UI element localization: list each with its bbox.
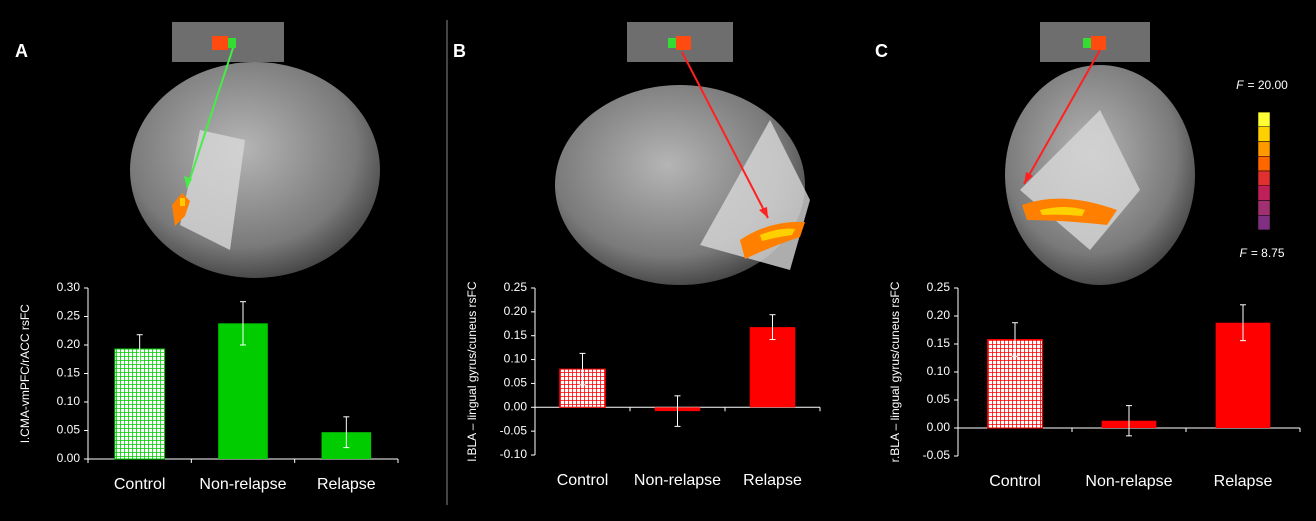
- panel-label: B: [453, 41, 466, 61]
- x-tick-label: Non-relapse: [1085, 473, 1172, 490]
- y-tick-label: 0.30: [57, 280, 81, 294]
- y-axis-label: l.BLA – lingual gyrus/cuneus rsFC: [465, 281, 479, 461]
- y-tick-label: 0.05: [504, 376, 528, 390]
- y-tick-label: 0.15: [57, 366, 81, 380]
- x-tick-label: Non-relapse: [634, 472, 721, 489]
- colorbar-segment: [1258, 112, 1270, 127]
- colorbar-segment: [1258, 201, 1270, 216]
- colorbar-segment: [1258, 142, 1270, 157]
- y-tick-label: 0.25: [57, 309, 81, 323]
- x-tick-label: Relapse: [743, 472, 802, 489]
- y-tick-label: 0.20: [927, 308, 951, 322]
- x-tick-label: Control: [989, 473, 1041, 490]
- figure: Al.CMA-vmPFC/rACC rsFC 0.00 0.05 0.10 0.15 0.…: [0, 0, 1316, 521]
- page: Al.CMA-vmPFC/rACC rsFC 0.00 0.05 0.10 0.15 0.…: [0, 0, 1316, 521]
- y-tick-label: 0.10: [504, 352, 528, 366]
- y-axis-label: r.BLA – lingual gyrus/cuneus rsFC: [888, 281, 902, 462]
- y-tick-label: -0.05: [923, 448, 951, 462]
- colorbar-variable: F: [1239, 246, 1247, 260]
- y-tick-label: 0.15: [504, 328, 528, 342]
- x-tick-label: Non-relapse: [199, 476, 286, 493]
- y-tick-label: -0.10: [500, 447, 528, 461]
- colorbar-segment: [1258, 186, 1270, 201]
- y-tick-label: 0.25: [927, 280, 951, 294]
- y-axis-label: l.CMA-vmPFC/rACC rsFC: [18, 304, 32, 443]
- y-tick-label: 0.00: [57, 451, 81, 465]
- colorbar-min-label: F = 8.75: [1239, 246, 1284, 260]
- x-tick-label: Relapse: [317, 476, 376, 493]
- y-tick-label: 0.00: [927, 420, 951, 434]
- colorbar-segment: [1258, 215, 1270, 230]
- y-tick-label: 0.25: [504, 280, 528, 294]
- y-tick-label: 0.05: [57, 423, 81, 437]
- colorbar-max: = 20.00: [1247, 78, 1288, 92]
- y-tick-label: 0.05: [927, 392, 951, 406]
- colorbar-segment: [1258, 127, 1270, 142]
- colorbar-segment: [1258, 171, 1270, 186]
- panel-label: A: [15, 41, 28, 61]
- y-tick-label: 0.15: [927, 336, 951, 350]
- y-tick-label: -0.05: [500, 423, 528, 437]
- bar: [115, 349, 165, 459]
- y-tick-label: 0.20: [504, 304, 528, 318]
- x-tick-label: Relapse: [1214, 473, 1273, 490]
- y-tick-label: 0.20: [57, 337, 81, 351]
- colorbar-segment: [1258, 156, 1270, 171]
- y-tick-label: 0.10: [57, 394, 81, 408]
- panel-label: C: [875, 41, 888, 61]
- colorbar-variable: F: [1236, 78, 1244, 92]
- colorbar-min: = 8.75: [1251, 246, 1285, 260]
- x-tick-label: Control: [114, 476, 166, 493]
- x-tick-label: Control: [557, 472, 609, 489]
- y-tick-label: 0.00: [504, 399, 528, 413]
- y-tick-label: 0.10: [927, 364, 951, 378]
